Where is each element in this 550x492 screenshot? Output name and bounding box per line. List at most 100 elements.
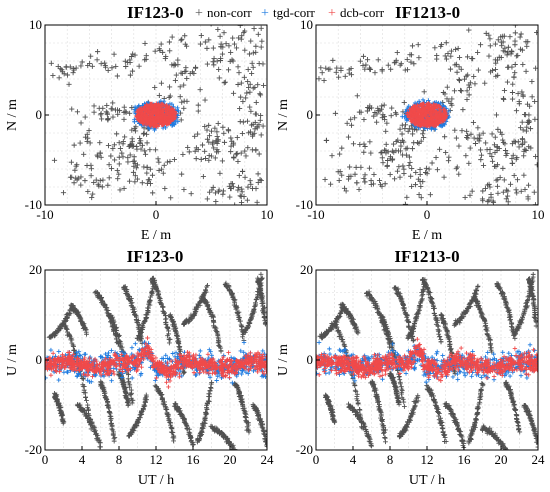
- point-non-corr: [84, 131, 90, 137]
- point-non-corr: [387, 171, 393, 178]
- point-non-corr: [143, 394, 149, 400]
- point-non-corr: [182, 41, 188, 47]
- point-non-corr: [179, 99, 185, 105]
- point-non-corr: [113, 336, 119, 342]
- point-non-corr: [375, 107, 382, 114]
- point-non-corr: [71, 180, 77, 186]
- point-non-corr: [476, 132, 482, 138]
- point-non-corr: [259, 424, 265, 430]
- point-non-corr: [546, 157, 550, 162]
- point-non-corr: [466, 27, 472, 33]
- point-non-corr: [403, 146, 409, 152]
- point-non-corr: [253, 147, 259, 153]
- point-non-corr: [72, 167, 78, 173]
- point-non-corr: [166, 84, 173, 90]
- point-non-corr: [371, 113, 377, 119]
- point-non-corr: [126, 379, 132, 385]
- point-non-corr: [374, 119, 380, 125]
- point-non-corr: [57, 66, 63, 72]
- point-non-corr: [492, 149, 498, 156]
- point-non-corr: [78, 404, 83, 410]
- point-non-corr: [357, 141, 363, 148]
- point-non-corr: [208, 385, 214, 391]
- point-non-corr: [237, 105, 243, 112]
- point-non-corr: [192, 65, 199, 71]
- point-non-corr: [180, 151, 186, 158]
- point-non-corr: [259, 38, 265, 44]
- point-non-corr: [402, 67, 408, 73]
- point-non-corr: [108, 153, 114, 159]
- point-dcb-corr: [433, 114, 439, 120]
- point-non-corr: [168, 195, 174, 201]
- point-non-corr: [202, 415, 208, 421]
- point-non-corr: [520, 61, 526, 68]
- point-non-corr: [424, 171, 430, 177]
- point-non-corr: [380, 112, 386, 118]
- point-non-corr: [98, 154, 104, 160]
- point-non-corr: [494, 207, 499, 212]
- point-tgd-corr: [215, 374, 220, 379]
- point-non-corr: [247, 89, 253, 95]
- panel-title-2: IF1213-0: [395, 3, 460, 22]
- point-non-corr: [166, 39, 173, 45]
- point-non-corr: [499, 211, 504, 216]
- point-non-corr: [64, 72, 71, 78]
- x-tick-label: 10: [261, 207, 274, 222]
- point-non-corr: [503, 196, 509, 202]
- point-non-corr: [90, 191, 96, 197]
- point-non-corr: [391, 60, 398, 66]
- point-non-corr: [244, 118, 251, 124]
- point-non-corr: [445, 50, 451, 57]
- point-non-corr: [198, 156, 204, 162]
- point-non-corr: [494, 162, 501, 168]
- point-non-corr: [362, 66, 368, 72]
- point-non-corr: [347, 164, 353, 170]
- point-tgd-corr: [75, 371, 81, 376]
- point-non-corr: [258, 112, 264, 119]
- point-dcb-corr: [437, 112, 442, 118]
- point-non-corr: [236, 70, 242, 76]
- point-non-corr: [125, 376, 131, 382]
- point-non-corr: [183, 65, 189, 71]
- point-non-corr: [246, 51, 253, 57]
- point-non-corr: [210, 59, 216, 65]
- point-non-corr: [523, 68, 529, 74]
- point-non-corr: [271, 152, 276, 157]
- point-non-corr: [527, 103, 533, 109]
- point-non-corr: [195, 147, 201, 153]
- point-non-corr: [511, 172, 517, 179]
- point-non-corr: [230, 35, 236, 41]
- point-non-corr: [238, 36, 244, 42]
- point-non-corr: [78, 182, 84, 188]
- point-non-corr: [155, 156, 161, 162]
- point-non-corr: [486, 53, 492, 59]
- point-non-corr: [495, 177, 501, 183]
- point-non-corr: [503, 152, 509, 159]
- point-non-corr: [268, 163, 273, 168]
- point-dcb-corr: [430, 114, 435, 119]
- point-non-corr: [125, 403, 131, 408]
- point-non-corr: [447, 66, 454, 72]
- point-non-corr: [198, 32, 204, 39]
- point-non-corr: [239, 189, 245, 195]
- point-dcb-corr: [154, 101, 159, 106]
- point-non-corr: [201, 423, 207, 429]
- point-non-corr: [127, 152, 133, 158]
- point-non-corr: [109, 426, 115, 432]
- point-non-corr: [234, 135, 240, 141]
- point-non-corr: [260, 123, 266, 129]
- point-non-corr: [341, 185, 348, 191]
- point-non-corr: [434, 167, 441, 173]
- point-non-corr: [345, 134, 352, 140]
- point-non-corr: [356, 186, 362, 193]
- point-tgd-corr: [433, 127, 438, 132]
- point-non-corr: [82, 114, 88, 120]
- point-non-corr: [129, 53, 135, 60]
- point-non-corr: [319, 70, 325, 76]
- point-non-corr: [196, 438, 202, 444]
- point-dcb-corr: [264, 354, 267, 359]
- point-non-corr: [206, 305, 212, 311]
- point-non-corr: [156, 92, 162, 99]
- point-non-corr: [519, 142, 525, 148]
